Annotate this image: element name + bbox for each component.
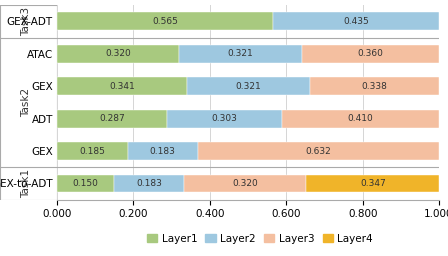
- Text: Task3: Task3: [21, 7, 30, 36]
- Text: 0.338: 0.338: [362, 82, 388, 91]
- Text: 0.320: 0.320: [233, 179, 258, 188]
- Text: 0.410: 0.410: [348, 114, 374, 123]
- Bar: [273, 13, 439, 30]
- Text: 0.347: 0.347: [360, 179, 386, 188]
- Bar: [306, 175, 439, 193]
- Text: 0.360: 0.360: [358, 49, 383, 58]
- Bar: [57, 175, 114, 193]
- Text: 0.320: 0.320: [105, 49, 131, 58]
- Text: 0.287: 0.287: [99, 114, 125, 123]
- Bar: [57, 77, 187, 95]
- Text: 0.341: 0.341: [109, 82, 135, 91]
- Bar: [114, 175, 184, 193]
- Bar: [179, 45, 302, 63]
- Text: 0.435: 0.435: [343, 17, 369, 26]
- Bar: [57, 110, 167, 127]
- Text: Task2: Task2: [21, 88, 30, 117]
- Text: 0.321: 0.321: [236, 82, 262, 91]
- Bar: [187, 77, 310, 95]
- Text: 0.632: 0.632: [306, 146, 331, 156]
- Bar: [302, 45, 439, 63]
- Bar: [198, 142, 439, 160]
- Bar: [57, 13, 273, 30]
- Text: 0.321: 0.321: [228, 49, 254, 58]
- Text: 0.150: 0.150: [73, 179, 99, 188]
- Bar: [184, 175, 306, 193]
- Bar: [57, 142, 128, 160]
- Text: 0.303: 0.303: [211, 114, 237, 123]
- Text: 0.565: 0.565: [152, 17, 178, 26]
- Legend: Layer1, Layer2, Layer3, Layer4: Layer1, Layer2, Layer3, Layer4: [143, 230, 377, 248]
- Text: Task1: Task1: [21, 169, 30, 198]
- Bar: [57, 45, 179, 63]
- Bar: [167, 110, 282, 127]
- Bar: [310, 77, 439, 95]
- Bar: [282, 110, 439, 127]
- Bar: [128, 142, 198, 160]
- Text: 0.183: 0.183: [136, 179, 162, 188]
- Text: 0.185: 0.185: [79, 146, 105, 156]
- Text: 0.183: 0.183: [150, 146, 176, 156]
